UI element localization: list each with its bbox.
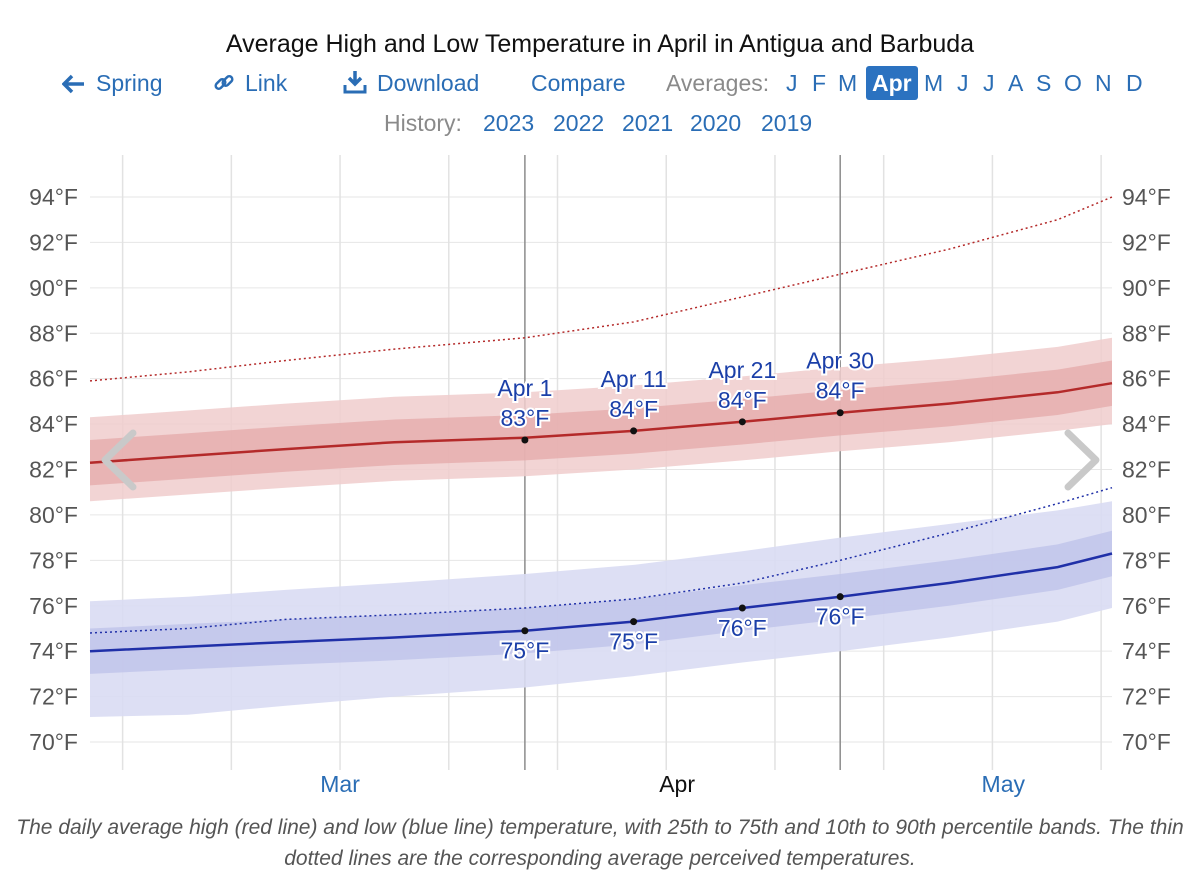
y-tick-label-left: 74°F [29,638,78,664]
chart-title: Average High and Low Temperature in Apri… [225,30,975,58]
y-tick-label-right: 84°F [1122,411,1171,437]
y-tick-label-right: 80°F [1122,502,1171,528]
month-jul[interactable]: J [983,70,995,96]
history-row: History: 2023 2022 2021 2020 2019 [0,110,1200,142]
high-marker [738,418,746,426]
y-tick-label-right: 82°F [1122,457,1171,483]
high-marker [630,427,638,435]
spring-label: Spring [96,70,163,96]
month-may[interactable]: M [924,70,944,96]
annotation-high-label: 84°F [718,387,767,413]
annotation-low-label: 75°F [609,629,658,655]
axis-labels: 70°F 70°F 72°F 72°F 74°F 74°F 76°F 76°F 78°F 78°F… [29,184,1171,797]
y-tick-label-left: 82°F [29,457,78,483]
chart-nav-arrows [101,429,1100,491]
y-tick-label-right: 78°F [1122,547,1171,573]
year-2022[interactable]: 2022 [553,110,605,136]
year-2019[interactable]: 2019 [761,110,813,136]
y-tick-label-right: 76°F [1122,593,1171,619]
history-label: History: [384,110,462,136]
chart-caption: The daily average high (red line) and lo… [16,816,1184,870]
y-tick-label-right: 90°F [1122,275,1171,301]
arrow-left-icon [61,74,84,94]
y-tick-label-left: 86°F [29,366,78,392]
y-tick-label-left: 84°F [29,411,78,437]
chevron-left-icon[interactable] [101,429,137,491]
y-tick-label-left: 78°F [29,547,78,573]
nav-row: Spring Link Download Compare Averages: J… [0,66,1200,106]
annotation-date-label: Apr 1 [497,375,552,401]
x-tick-label-mar: Mar [320,771,360,797]
y-tick-label-right: 72°F [1122,684,1171,710]
annotation-date-label: Apr 30 [806,348,874,374]
month-oct[interactable]: O [1064,70,1082,96]
month-sep[interactable]: S [1036,70,1052,96]
year-2020[interactable]: 2020 [690,110,742,136]
month-aug[interactable]: A [1008,70,1024,96]
year-2021[interactable]: 2021 [622,110,674,136]
y-tick-label-right: 70°F [1122,729,1171,755]
y-tick-label-right: 86°F [1122,366,1171,392]
y-tick-label-left: 94°F [29,184,78,210]
high-marker [521,436,529,444]
y-tick-label-left: 90°F [29,275,78,301]
high-perceived-line [89,196,1113,382]
month-feb[interactable]: F [812,70,827,96]
temperature-chart: Apr 1 83°F 75°F Apr 11 84°F 75°F Apr 21 84°F 76°… [29,155,1171,797]
annotation-high-label: 84°F [816,378,865,404]
download-label: Download [377,70,480,96]
link-label: Link [245,70,288,96]
low-band-25-75 [90,530,1112,674]
link-button[interactable]: Link [213,70,287,97]
x-tick-label-apr: Apr [659,771,695,797]
annotation-date-label: Apr 11 [601,366,667,392]
percentile-bands [90,337,1112,717]
annotation-date-label: Apr 21 [708,357,776,383]
download-icon [343,71,367,94]
spring-link[interactable]: Spring [61,70,163,97]
link-icon [214,74,234,91]
annotation-low-label: 76°F [718,615,767,641]
y-tick-label-right: 74°F [1122,638,1171,664]
y-tick-label-right: 94°F [1122,184,1171,210]
high-band-25-75 [90,360,1112,486]
chevron-right-icon[interactable] [1064,429,1100,491]
year-2023[interactable]: 2023 [483,110,535,136]
month-dec[interactable]: D [1126,70,1143,96]
low-marker [836,593,844,601]
low-marker [738,604,746,612]
low-marker [630,618,638,626]
month-jan[interactable]: J [786,70,798,96]
month-jun[interactable]: J [957,70,969,96]
y-tick-label-left: 72°F [29,684,78,710]
month-apr-selected[interactable]: Apr [866,66,918,100]
x-tick-label-may: May [982,771,1026,797]
low-marker [521,627,529,635]
y-tick-label-left: 70°F [29,729,78,755]
compare-link[interactable]: Compare [531,70,626,96]
high-marker [836,409,844,417]
month-nov[interactable]: N [1095,70,1112,96]
annotation-markers: Apr 1 83°F 75°F Apr 11 84°F 75°F Apr 21 84°F 76°… [495,346,876,666]
y-tick-label-right: 88°F [1122,320,1171,346]
month-mar[interactable]: M [838,70,858,96]
y-tick-label-right: 92°F [1122,229,1171,255]
annotation-low-label: 76°F [816,604,865,630]
y-tick-label-left: 80°F [29,502,78,528]
annotation-high-label: 83°F [500,405,549,431]
averages-label: Averages: [666,70,770,96]
y-tick-label-left: 92°F [29,229,78,255]
y-tick-label-left: 88°F [29,320,78,346]
annotation-low-label: 75°F [500,638,549,664]
download-button[interactable]: Download [343,70,479,97]
annotation-high-label: 84°F [609,396,658,422]
y-tick-label-left: 76°F [29,593,78,619]
